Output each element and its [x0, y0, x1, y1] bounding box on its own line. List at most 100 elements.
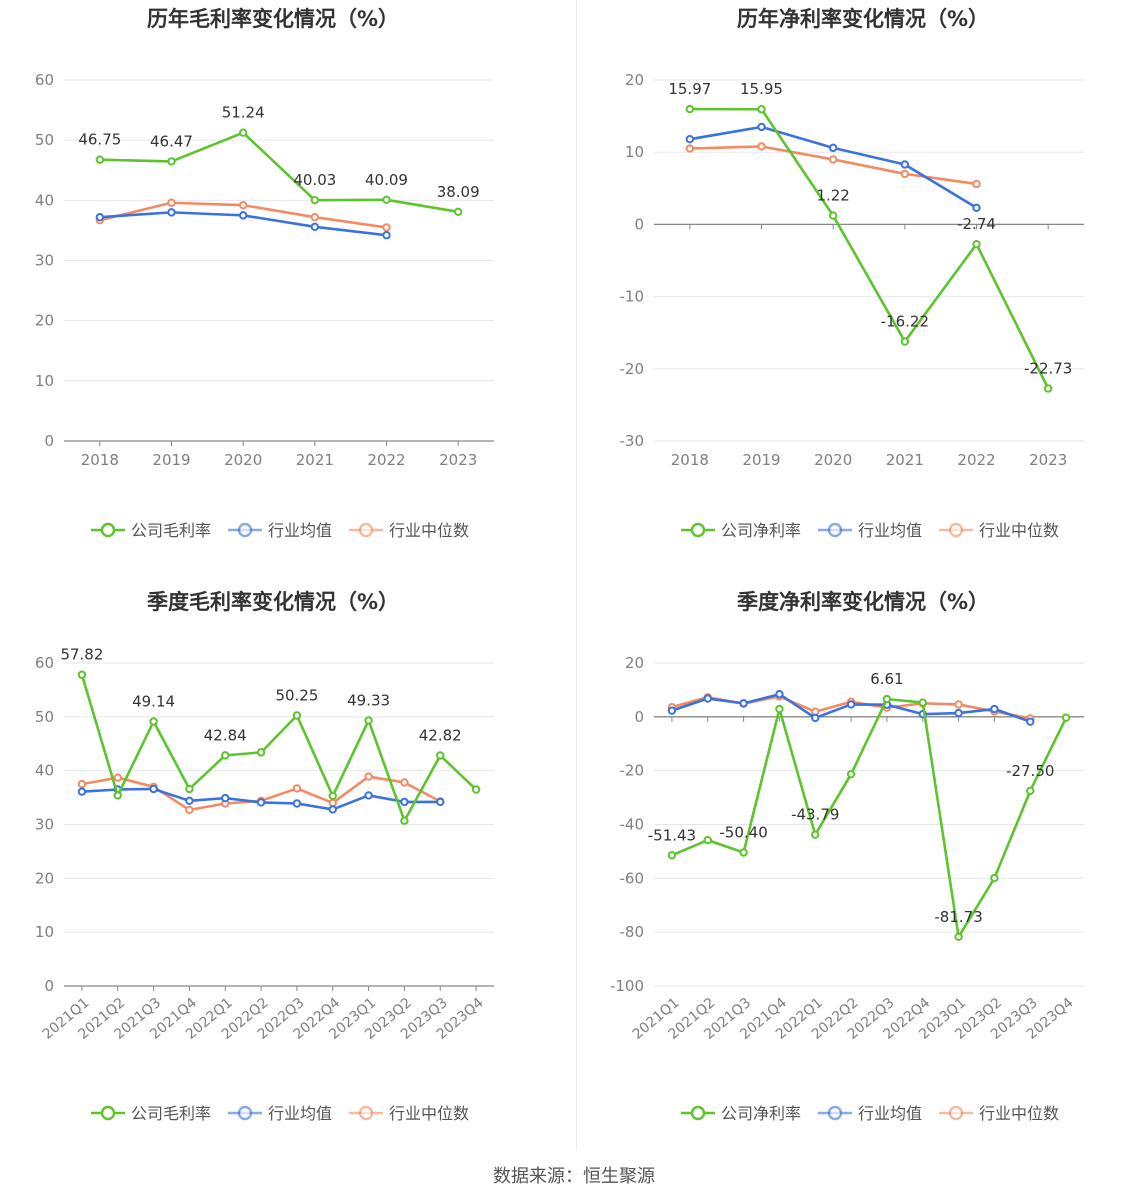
data-label: 57.82: [60, 646, 103, 664]
panel-divider: [576, 0, 577, 1150]
data-point: [990, 704, 999, 714]
y-tick-label: 20: [625, 71, 644, 89]
data-label: 42.84: [204, 726, 247, 744]
data-point: [113, 773, 122, 782]
legend-label: 行业中位数: [979, 1104, 1059, 1123]
legend-label: 行业中位数: [979, 521, 1059, 540]
legend-item: 公司毛利率: [91, 521, 211, 540]
x-tick-label: 2023: [1029, 451, 1067, 469]
data-point: [382, 223, 391, 232]
data-point: [811, 713, 820, 723]
data-point: [256, 798, 266, 807]
x-tick-label: 2018: [671, 451, 709, 469]
data-point: [918, 698, 927, 707]
data-point: [846, 769, 856, 779]
legend-marker: [100, 522, 116, 538]
data-label: 49.14: [132, 692, 175, 710]
y-tick-label: 50: [35, 708, 54, 726]
legend-item: 行业均值: [228, 521, 332, 540]
data-point: [436, 797, 445, 807]
data-point: [238, 211, 248, 220]
data-label: 46.75: [78, 131, 121, 149]
legend-label: 行业中位数: [389, 1104, 469, 1123]
legend-item: 公司净利率: [681, 1104, 801, 1123]
y-tick-label: 30: [35, 816, 54, 834]
data-label: -16.22: [881, 313, 929, 331]
chart-svg: 季度毛利率变化情况（%）01020304050602021Q12021Q2202…: [35, 590, 494, 1123]
data-point: [364, 716, 373, 725]
legend-marker: [948, 1105, 964, 1121]
x-tick-label: 2018: [81, 451, 119, 469]
legend-item: 公司毛利率: [91, 1104, 211, 1123]
data-point: [828, 211, 838, 220]
data-point: [77, 787, 87, 796]
data-point: [310, 222, 320, 232]
y-tick-label: 30: [35, 252, 54, 270]
chart-svg: 季度净利率变化情况（%）-100-80-60-40-200202021Q1202…: [610, 590, 1084, 1123]
y-tick-label: -20: [620, 762, 645, 780]
data-label: 46.47: [150, 132, 193, 150]
chart-quarterly-net-margin: 季度净利率变化情况（%） -100 -80 -60 -40 -20 0 20 2021Q1 202…: [590, 583, 1148, 1163]
legend-marker: [827, 1105, 843, 1121]
data-point: [685, 104, 695, 114]
data-point: [436, 751, 445, 760]
legend-label: 行业均值: [268, 521, 332, 540]
data-point: [256, 748, 266, 757]
data-point: [185, 805, 194, 815]
data-point: [900, 169, 910, 179]
legend-label: 行业均值: [858, 1104, 922, 1123]
data-label: 15.95: [740, 80, 783, 98]
legend-marker: [827, 522, 843, 538]
data-point: [846, 700, 856, 709]
data-label: 49.33: [347, 691, 390, 709]
y-tick-label: 20: [35, 312, 54, 330]
data-point: [972, 179, 981, 189]
data-point: [382, 231, 391, 240]
data-point: [1026, 717, 1035, 726]
legend-label: 行业均值: [858, 521, 922, 540]
data-point: [775, 704, 784, 714]
data-label: 40.03: [293, 171, 336, 189]
data-point: [400, 778, 409, 787]
data-point: [310, 212, 320, 222]
legend-marker: [690, 1105, 706, 1121]
data-label: 50.25: [275, 686, 318, 704]
data-label: -27.50: [1006, 762, 1054, 780]
legend-marker: [237, 522, 253, 538]
data-point: [149, 784, 158, 794]
y-tick-label: -20: [620, 360, 645, 378]
chart-quarterly-gross-margin: 季度毛利率变化情况（%） 0 10 20 30 40 50 60 2021Q1 2021Q2 202…: [0, 583, 574, 1163]
data-point: [900, 337, 910, 346]
legend-marker: [358, 522, 374, 538]
data-point: [954, 708, 963, 718]
y-tick-label: -30: [620, 432, 645, 450]
y-tick-label: 0: [44, 432, 54, 450]
data-point: [685, 135, 695, 144]
data-point: [667, 706, 677, 715]
chart-annual-net-margin: 历年净利率变化情况（%） -30 -20 -10 0 10 20 2018 2019 2020 20…: [590, 0, 1148, 580]
data-point: [453, 207, 463, 217]
data-point: [811, 830, 820, 839]
data-point: [328, 791, 337, 801]
data-point: [382, 195, 391, 204]
data-point: [775, 690, 784, 699]
data-label: 38.09: [437, 183, 480, 201]
data-point: [739, 848, 748, 857]
data-point: [703, 694, 712, 703]
data-label: -43.79: [791, 806, 839, 824]
data-point: [238, 128, 248, 137]
x-tick-label: 2021: [886, 451, 924, 469]
data-point: [292, 711, 302, 720]
legend-item: 行业均值: [228, 1104, 332, 1123]
data-point: [685, 144, 695, 153]
legend-item: 行业中位数: [939, 521, 1059, 540]
x-tick-label: 2020: [814, 451, 852, 469]
y-tick-label: 40: [35, 191, 54, 209]
data-point: [739, 699, 748, 708]
data-point: [972, 203, 981, 212]
data-point: [167, 157, 176, 166]
y-tick-label: 0: [634, 215, 644, 233]
x-tick-label: 2022: [367, 451, 405, 469]
y-tick-label: 0: [44, 977, 54, 995]
data-point: [292, 799, 302, 808]
